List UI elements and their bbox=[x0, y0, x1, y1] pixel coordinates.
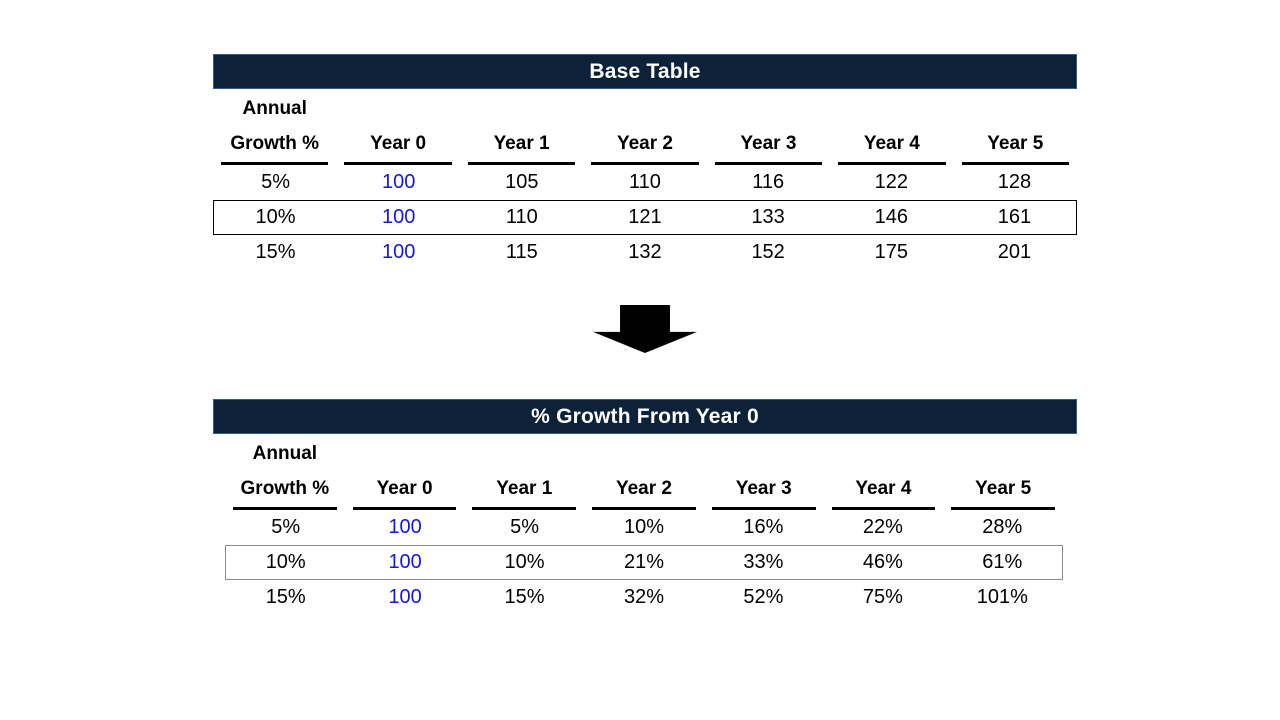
value-cell: 132 bbox=[628, 241, 662, 263]
growth-rate-cell: 10% bbox=[265, 551, 306, 573]
value-cell: 32% bbox=[623, 586, 664, 608]
value-cell: 105 bbox=[505, 171, 539, 193]
year0-cell: 100 bbox=[382, 241, 416, 263]
col-header-annual-growth: Annual Growth % bbox=[221, 92, 329, 165]
growth-table-content: Annual Growth % Year 0 Year 1 Year 2 Yea… bbox=[213, 437, 1077, 615]
value-cell: 115 bbox=[505, 241, 538, 263]
growth-table-header-row: Annual Growth % Year 0 Year 1 Year 2 Yea… bbox=[225, 437, 1063, 510]
growth-label: Growth % bbox=[240, 478, 330, 499]
value-cell: 5% bbox=[510, 516, 540, 538]
year0-cell: 100 bbox=[388, 586, 422, 608]
table-row: 5% 100 105 110 116 122 128 bbox=[213, 165, 1077, 200]
table-row-highlighted: 10% 100 110 121 133 146 161 bbox=[213, 200, 1077, 235]
base-table-title: Base Table bbox=[589, 59, 701, 83]
table-row: 5% 100 5% 10% 16% 22% 28% bbox=[225, 510, 1063, 545]
value-cell: 175 bbox=[874, 241, 908, 263]
down-arrow-icon bbox=[593, 305, 697, 353]
col-header-year5: Year 5 bbox=[961, 92, 1069, 165]
base-table-header-row: Annual Growth % Year 0 Year 1 Year 2 Yea… bbox=[213, 92, 1077, 165]
col-header-year2: Year 2 bbox=[592, 437, 696, 510]
growth-table-title: % Growth From Year 0 bbox=[531, 404, 759, 428]
value-cell: 16% bbox=[743, 516, 784, 538]
col-header-year1: Year 1 bbox=[467, 92, 576, 165]
col-header-year4: Year 4 bbox=[831, 437, 936, 510]
value-cell: 61% bbox=[982, 551, 1023, 573]
year0-cell: 100 bbox=[388, 516, 422, 538]
value-cell: 101% bbox=[976, 586, 1028, 608]
growth-from-year0-table: % Growth From Year 0 Annual Growth % Yea… bbox=[213, 399, 1077, 615]
value-cell: 33% bbox=[743, 551, 784, 573]
col-header-year5: Year 5 bbox=[951, 437, 1055, 510]
col-header-year4: Year 4 bbox=[838, 92, 946, 165]
annual-label: Annual bbox=[242, 98, 307, 119]
value-cell: 152 bbox=[751, 241, 785, 263]
value-cell: 161 bbox=[997, 206, 1032, 228]
growth-rate-cell: 15% bbox=[265, 586, 306, 608]
col-header-year3: Year 3 bbox=[714, 92, 823, 165]
value-cell: 121 bbox=[628, 206, 662, 228]
col-header-year2: Year 2 bbox=[591, 92, 699, 165]
base-table-title-bar: Base Table bbox=[213, 54, 1077, 89]
base-table-content: Annual Growth % Year 0 Year 1 Year 2 Yea… bbox=[213, 92, 1077, 270]
growth-rate-cell: 5% bbox=[261, 171, 291, 193]
col-header-year1: Year 1 bbox=[472, 437, 577, 510]
value-cell: 15% bbox=[504, 586, 545, 608]
base-table: Base Table Annual Growth % Year 0 Year 1… bbox=[213, 54, 1077, 270]
value-cell: 10% bbox=[623, 516, 664, 538]
growth-rate-cell: 15% bbox=[255, 241, 296, 263]
value-cell: 22% bbox=[862, 516, 903, 538]
growth-rate-cell: 10% bbox=[255, 206, 296, 228]
year0-cell: 100 bbox=[382, 206, 416, 228]
value-cell: 46% bbox=[862, 551, 903, 573]
value-cell: 52% bbox=[743, 586, 784, 608]
growth-rate-cell: 5% bbox=[271, 516, 301, 538]
value-cell: 75% bbox=[862, 586, 903, 608]
value-cell: 116 bbox=[752, 171, 785, 193]
value-cell: 28% bbox=[982, 516, 1023, 538]
year0-cell: 100 bbox=[382, 171, 416, 193]
year0-cell: 100 bbox=[388, 551, 422, 573]
col-header-year3: Year 3 bbox=[711, 437, 816, 510]
value-cell: 133 bbox=[751, 206, 785, 228]
value-cell: 110 bbox=[505, 206, 538, 228]
growth-label: Growth % bbox=[230, 133, 320, 154]
table-row: 15% 100 15% 32% 52% 75% 101% bbox=[225, 580, 1063, 615]
table-row-highlighted: 10% 100 10% 21% 33% 46% 61% bbox=[225, 545, 1063, 580]
col-header-year0: Year 0 bbox=[344, 92, 452, 165]
value-cell: 10% bbox=[504, 551, 545, 573]
value-cell: 128 bbox=[997, 171, 1032, 193]
value-cell: 146 bbox=[874, 206, 908, 228]
growth-table-title-bar: % Growth From Year 0 bbox=[213, 399, 1077, 434]
value-cell: 201 bbox=[997, 241, 1032, 263]
value-cell: 122 bbox=[874, 171, 908, 193]
value-cell: 21% bbox=[623, 551, 664, 573]
value-cell: 110 bbox=[629, 171, 661, 193]
table-row: 15% 100 115 132 152 175 201 bbox=[213, 235, 1077, 270]
annual-label: Annual bbox=[252, 443, 318, 464]
col-header-year0: Year 0 bbox=[352, 437, 457, 510]
col-header-annual-growth: Annual Growth % bbox=[233, 437, 337, 510]
